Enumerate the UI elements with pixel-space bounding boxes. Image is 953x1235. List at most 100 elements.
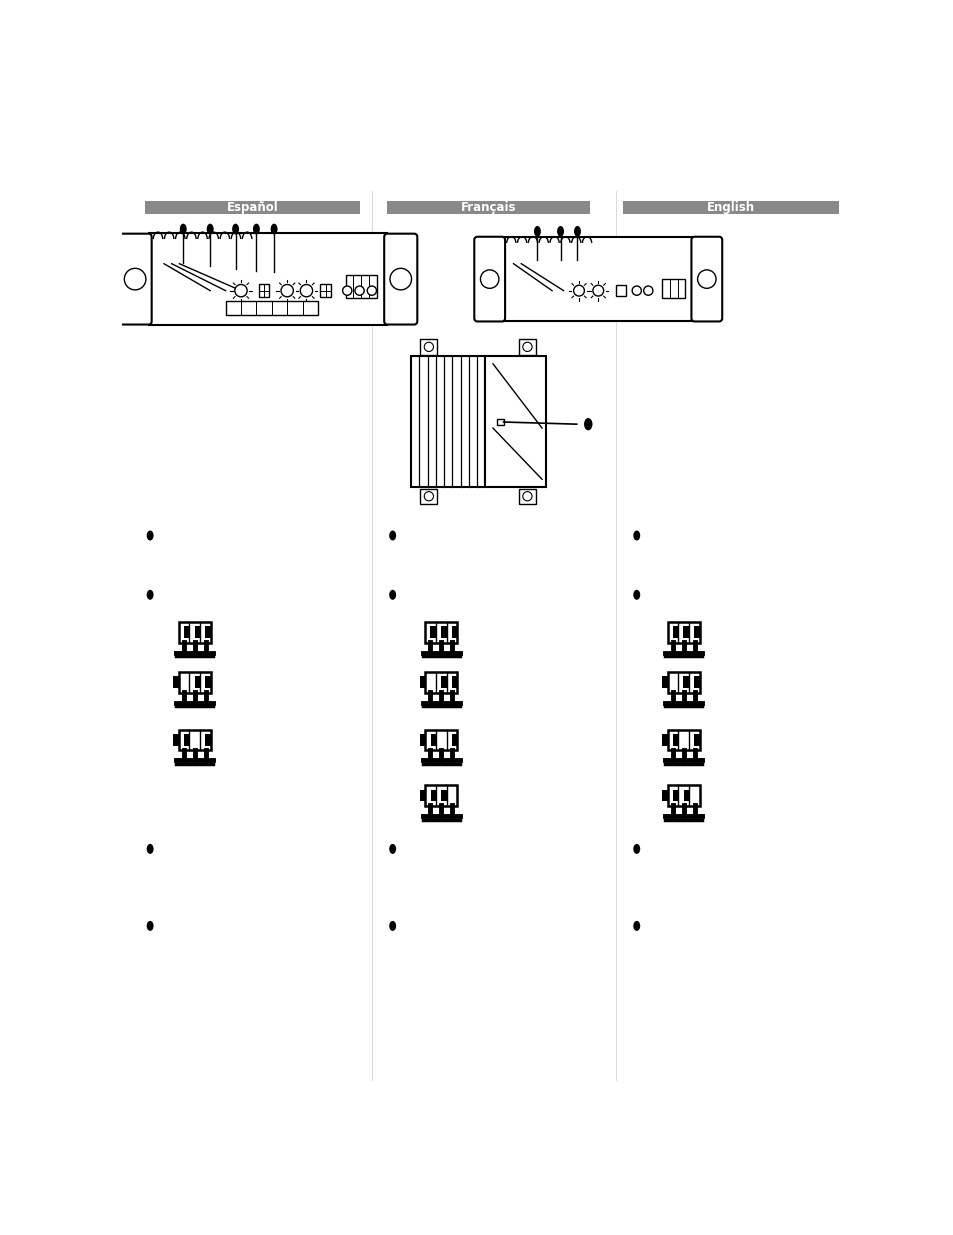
Bar	[682, 677, 689, 688]
Bar	[411, 356, 485, 487]
Circle shape	[342, 287, 352, 295]
Ellipse shape	[389, 531, 395, 541]
Bar	[667, 672, 700, 693]
Bar	[683, 789, 689, 802]
Ellipse shape	[633, 921, 639, 931]
Circle shape	[234, 284, 247, 296]
Bar	[667, 621, 700, 642]
Circle shape	[300, 284, 313, 296]
Bar	[673, 789, 679, 802]
Bar	[497, 419, 503, 425]
Circle shape	[632, 287, 640, 295]
Ellipse shape	[534, 226, 540, 237]
Bar	[694, 734, 700, 746]
Circle shape	[424, 342, 433, 352]
Ellipse shape	[583, 417, 592, 430]
Bar	[501, 237, 694, 321]
Bar	[184, 734, 190, 746]
FancyBboxPatch shape	[691, 237, 721, 321]
Bar	[258, 284, 269, 296]
Circle shape	[355, 287, 364, 295]
Bar	[425, 785, 456, 805]
Bar	[178, 730, 211, 751]
Bar	[419, 789, 425, 802]
Circle shape	[390, 268, 411, 290]
Ellipse shape	[389, 844, 395, 853]
Bar	[661, 279, 684, 299]
Circle shape	[480, 270, 498, 288]
Ellipse shape	[633, 844, 639, 853]
Ellipse shape	[557, 226, 563, 237]
Ellipse shape	[633, 531, 639, 541]
Ellipse shape	[574, 226, 580, 237]
Text: Español: Español	[227, 201, 278, 215]
Bar	[667, 785, 700, 805]
Bar	[178, 672, 211, 693]
Bar	[661, 677, 668, 688]
Bar	[430, 734, 436, 746]
Circle shape	[643, 287, 652, 295]
Bar	[622, 200, 838, 214]
Bar	[205, 734, 211, 746]
Bar	[145, 200, 360, 214]
Ellipse shape	[253, 224, 259, 235]
Circle shape	[281, 284, 293, 296]
Circle shape	[592, 285, 603, 296]
Bar	[178, 621, 211, 642]
Bar	[430, 789, 436, 802]
Bar	[440, 677, 446, 688]
Ellipse shape	[389, 590, 395, 600]
Bar	[441, 789, 447, 802]
Bar	[173, 677, 179, 688]
FancyBboxPatch shape	[474, 237, 504, 321]
Bar	[205, 677, 211, 688]
Circle shape	[424, 492, 433, 501]
Circle shape	[367, 287, 376, 295]
Bar	[386, 200, 589, 214]
Bar	[440, 626, 446, 637]
Ellipse shape	[389, 921, 395, 931]
Bar	[425, 621, 456, 642]
Bar	[149, 233, 387, 325]
FancyBboxPatch shape	[384, 233, 416, 325]
Bar	[451, 677, 457, 688]
Bar	[205, 626, 211, 637]
Circle shape	[522, 342, 532, 352]
Bar	[430, 626, 436, 637]
Ellipse shape	[179, 224, 187, 235]
Bar	[682, 626, 689, 637]
Bar	[419, 734, 425, 746]
FancyBboxPatch shape	[118, 233, 152, 325]
Ellipse shape	[147, 531, 153, 541]
Circle shape	[124, 268, 146, 290]
Bar	[420, 489, 436, 504]
Bar	[451, 626, 457, 637]
Bar	[518, 489, 536, 504]
Text: Français: Français	[460, 201, 516, 215]
Bar	[184, 626, 190, 637]
Bar	[616, 285, 625, 296]
Circle shape	[697, 270, 716, 288]
Ellipse shape	[633, 590, 639, 600]
Bar	[672, 626, 678, 637]
Text: English: English	[706, 201, 754, 215]
Bar	[173, 734, 179, 746]
Circle shape	[573, 285, 584, 296]
Ellipse shape	[207, 224, 213, 235]
Bar	[661, 789, 668, 802]
Bar	[694, 677, 700, 688]
Ellipse shape	[271, 224, 277, 235]
Bar	[451, 734, 457, 746]
Bar	[667, 730, 700, 751]
Bar	[518, 340, 536, 354]
Bar	[194, 626, 200, 637]
Bar	[485, 356, 545, 487]
Bar	[225, 300, 317, 315]
Ellipse shape	[147, 844, 153, 853]
Bar	[419, 677, 425, 688]
Bar	[425, 730, 456, 751]
Ellipse shape	[147, 921, 153, 931]
Circle shape	[522, 492, 532, 501]
Bar	[345, 275, 376, 299]
Bar	[673, 734, 679, 746]
